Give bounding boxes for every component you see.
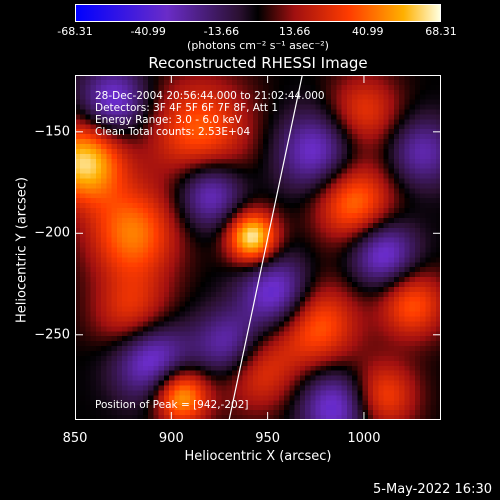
chart-title: Reconstructed RHESSI Image xyxy=(148,54,367,72)
x-tick-label: 1000 xyxy=(347,431,380,446)
colorbar-gradient xyxy=(76,5,440,21)
colorbar-tick-label: -13.66 xyxy=(204,25,239,38)
x-tick-label: 900 xyxy=(159,431,184,446)
y-tick-label: −250 xyxy=(34,327,70,342)
clean-counts-label: Clean Total counts: 2.53E+04 xyxy=(95,126,250,138)
energy-range-label: Energy Range: 3.0 - 6.0 keV xyxy=(95,114,242,126)
colorbar-tick-label: 13.66 xyxy=(279,25,311,38)
colorbar-tick-label: -40.99 xyxy=(130,25,165,38)
colorbar xyxy=(75,4,441,22)
x-axis-label: Heliocentric X (arcsec) xyxy=(185,449,332,464)
x-tick-label: 950 xyxy=(255,431,280,446)
colorbar-tick-label: 40.99 xyxy=(352,25,384,38)
detectors-label: Detectors: 3F 4F 5F 6F 7F 8F, Att 1 xyxy=(95,102,278,114)
time-range-label: 28-Dec-2004 20:56:44.000 to 21:02:44.000 xyxy=(95,90,325,102)
datestamp: 5-May-2022 16:30 xyxy=(373,482,492,497)
peak-position-label: Position of Peak = [942,-202] xyxy=(95,399,249,411)
colorbar-tick-label: 68.31 xyxy=(425,25,457,38)
y-tick-label: −150 xyxy=(34,124,70,139)
x-tick-label: 850 xyxy=(63,431,88,446)
colorbar-units: (photons cm⁻² s⁻¹ asec⁻²) xyxy=(187,39,329,52)
y-axis-label: Heliocentric Y (arcsec) xyxy=(15,177,30,323)
colorbar-tick-label: -68.31 xyxy=(57,25,92,38)
y-tick-label: −200 xyxy=(34,226,70,241)
